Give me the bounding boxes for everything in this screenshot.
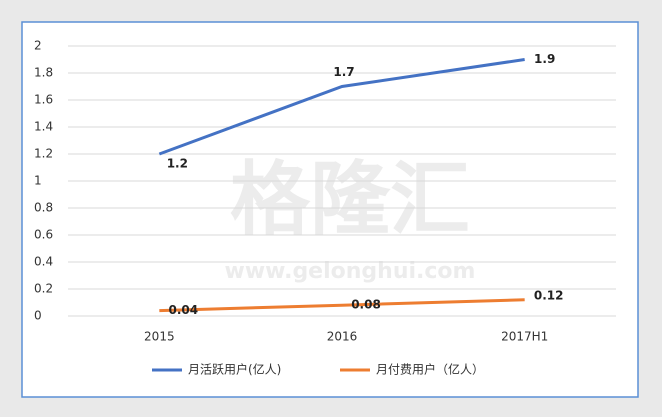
- y-tick-label: 1.2: [34, 147, 53, 161]
- series-line: [158, 58, 525, 156]
- x-tick-label: 2017H1: [501, 330, 548, 344]
- watermark-url: www.gelonghui.com: [225, 259, 476, 284]
- data-label: 1.2: [167, 157, 188, 171]
- x-tick-label: 2015: [144, 330, 175, 344]
- y-tick-label: 0.2: [34, 282, 53, 296]
- legend-label: 月活跃用户(亿人): [188, 362, 281, 377]
- x-tick-label: 2016: [327, 330, 358, 344]
- y-tick-label: 1.8: [34, 66, 53, 80]
- y-tick-label: 0.8: [34, 201, 53, 215]
- y-tick-label: 2: [34, 39, 42, 53]
- series-line: [159, 298, 525, 313]
- data-label: 1.9: [534, 52, 555, 66]
- watermark: 格隆汇: [230, 153, 470, 246]
- y-tick-label: 0.4: [34, 255, 53, 269]
- data-label: 0.04: [169, 303, 199, 317]
- y-tick-label: 1.6: [34, 93, 53, 107]
- y-tick-label: 1.4: [34, 120, 53, 134]
- legend-label: 月付费用户（亿人）: [376, 362, 484, 377]
- chart-frame: [21, 21, 639, 398]
- y-tick-label: 0.6: [34, 228, 53, 242]
- data-label: 0.12: [534, 288, 564, 302]
- data-label: 1.7: [333, 65, 354, 79]
- data-label: 0.08: [351, 298, 381, 312]
- y-tick-label: 0: [34, 309, 42, 323]
- y-tick-label: 1: [34, 174, 42, 188]
